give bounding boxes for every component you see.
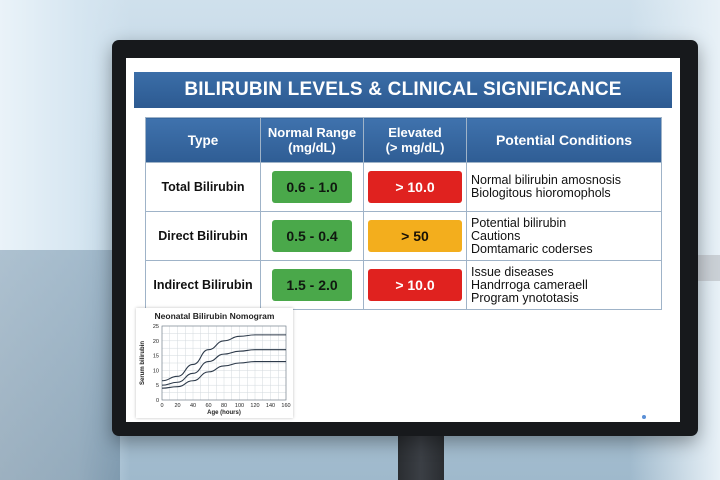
page-title: BILIRUBIN LEVELS & CLINICAL SIGNIFICANCE xyxy=(134,72,672,108)
x-tick-label: 160 xyxy=(281,403,290,409)
y-tick-label: 10 xyxy=(153,368,159,374)
conditions-cell: Potential bilirubin Cautions Domtamaric … xyxy=(466,211,662,261)
y-tick-label: 15 xyxy=(153,354,159,360)
x-tick-label: 100 xyxy=(235,403,244,409)
series-line-3 xyxy=(161,360,286,389)
conditions-cell: Normal bilirubin amosnosis Biologitous h… xyxy=(466,162,662,212)
column-header-elevated: Elevated (> mg/dL) xyxy=(363,117,467,163)
y-tick-label: 20 xyxy=(153,339,159,345)
nomogram-plot: 0 20 40 60 80 100 120 140 160 0 5 10 15 20 25 Age (hour… xyxy=(140,324,291,416)
elevated-cell: > 50 xyxy=(363,211,467,261)
x-tick-label: 60 xyxy=(205,403,211,409)
elevated-cell: > 10.0 xyxy=(363,260,467,310)
normal-range-value: 0.6 - 1.0 xyxy=(272,171,352,203)
table-row: Total Bilirubin 0.6 - 1.0 > 10.0 Normal … xyxy=(145,162,662,212)
monitor-screen: BILIRUBIN LEVELS & CLINICAL SIGNIFICANCE… xyxy=(126,58,680,422)
condition-item: Program ynototasis xyxy=(471,290,579,305)
elevated-value: > 10.0 xyxy=(368,171,462,203)
y-axis-label: Serum bilirubin xyxy=(140,341,146,385)
condition-item: Cautions xyxy=(471,228,521,243)
chart-title: Neonatal Bilirubin Nomogram xyxy=(154,311,275,321)
table-row: Direct Bilirubin 0.5 - 0.4 > 50 Potentia… xyxy=(145,211,662,261)
normal-range-cell: 0.5 - 0.4 xyxy=(260,211,364,261)
y-tick-label: 25 xyxy=(153,324,159,330)
x-tick-label: 20 xyxy=(174,403,180,409)
y-tick-label: 5 xyxy=(156,383,159,389)
condition-item: Domtamaric coderses xyxy=(471,241,593,256)
normal-range-cell: 0.6 - 1.0 xyxy=(260,162,364,212)
monitor-stand xyxy=(398,434,444,480)
column-header-type: Type xyxy=(145,117,261,163)
x-tick-label: 0 xyxy=(160,403,163,409)
condition-item: Handrroga cameraell xyxy=(471,277,588,292)
condition-item: Normal bilirubin amosnosis xyxy=(471,173,622,187)
power-indicator xyxy=(642,415,646,419)
normal-range-value: 0.5 - 0.4 xyxy=(272,220,352,252)
plot-frame xyxy=(161,325,287,401)
condition-item: Potential bilirubin xyxy=(471,215,567,230)
elevated-value: > 50 xyxy=(368,220,462,252)
row-type: Total Bilirubin xyxy=(145,162,261,212)
bilirubin-table: Type Normal Range (mg/dL) Elevated (> mg/d… xyxy=(145,117,662,310)
column-header-normal-range: Normal Range (mg/dL) xyxy=(260,117,364,163)
row-type: Direct Bilirubin xyxy=(145,211,261,261)
conditions-cell: Issue diseases Handrroga cameraell Progr… xyxy=(466,260,662,310)
x-tick-label: 80 xyxy=(221,403,227,409)
x-tick-label: 120 xyxy=(250,403,259,409)
nomogram-chart: Neonatal Bilirubin Nomogram 0 20 40 60 80 100… xyxy=(136,308,293,418)
x-tick-label: 40 xyxy=(190,403,196,409)
normal-range-cell: 1.5 - 2.0 xyxy=(260,260,364,310)
x-tick-label: 140 xyxy=(266,403,275,409)
normal-range-value: 1.5 - 2.0 xyxy=(272,269,352,301)
x-axis-label: Age (hours) xyxy=(207,410,241,416)
table-header-row: Type Normal Range (mg/dL) Elevated (> mg/d… xyxy=(145,117,662,163)
column-header-conditions: Potential Conditions xyxy=(466,117,662,163)
elevated-cell: > 10.0 xyxy=(363,162,467,212)
condition-item: Biologitous hioromophols xyxy=(471,186,611,200)
series-line-2 xyxy=(161,349,286,386)
elevated-value: > 10.0 xyxy=(368,269,462,301)
series-line-1 xyxy=(161,334,286,382)
background-equipment xyxy=(0,250,120,480)
row-type: Indirect Bilirubin xyxy=(145,260,261,310)
y-tick-label: 0 xyxy=(156,398,159,404)
table-row: Indirect Bilirubin 1.5 - 2.0 > 10.0 Issu… xyxy=(145,260,662,310)
condition-item: Issue diseases xyxy=(471,264,554,279)
monitor: BILIRUBIN LEVELS & CLINICAL SIGNIFICANCE… xyxy=(112,40,698,436)
